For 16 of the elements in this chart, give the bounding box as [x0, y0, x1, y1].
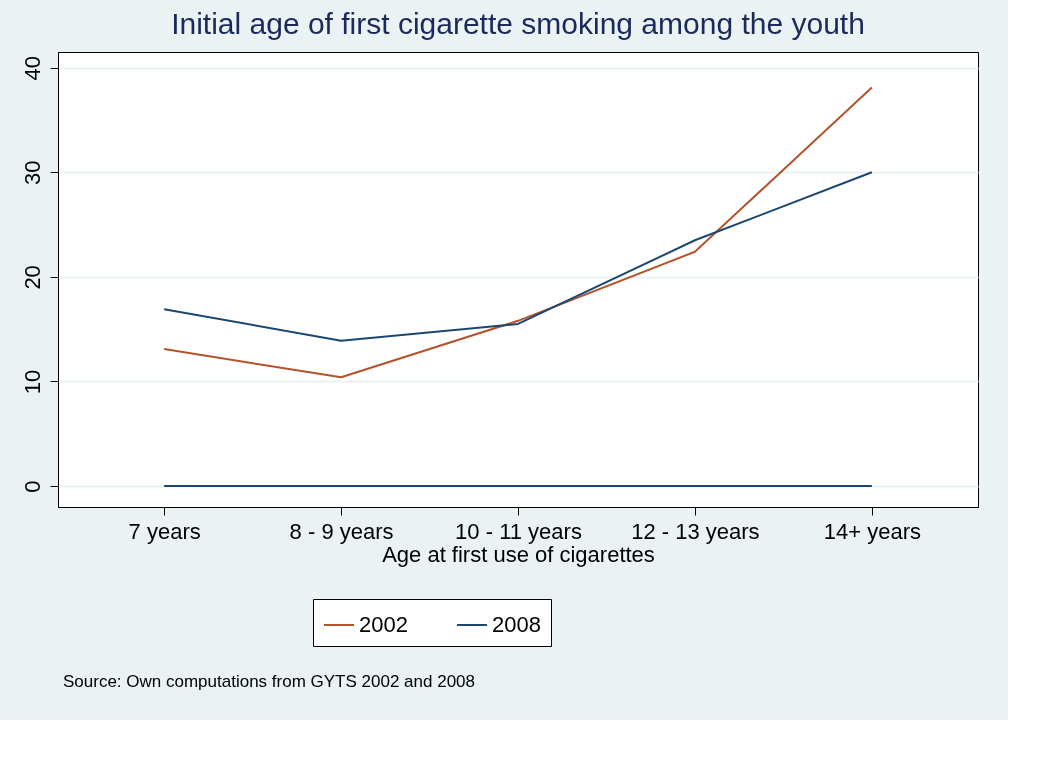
y-tick-label: 0 — [19, 480, 45, 493]
legend-label: 2002 — [359, 612, 408, 637]
line-series — [163, 171, 873, 342]
chart-title: Initial age of first cigarette smoking among the youth — [171, 7, 865, 40]
y-tick-label: 40 — [19, 55, 45, 81]
legend-label: 2008 — [492, 612, 541, 637]
y-tick-label: 10 — [19, 369, 45, 395]
x-tick-label: 8 - 9 years — [289, 518, 394, 544]
source-note: Source: Own computations from GYTS 2002 and 2008 — [63, 672, 476, 691]
x-tick-label: 7 years — [128, 518, 201, 544]
x-tick-label: 14+ years — [823, 518, 921, 544]
line-series — [163, 86, 873, 379]
x-tick-label: 10 - 11 years — [455, 518, 582, 544]
y-tick-label: 20 — [19, 265, 45, 290]
x-tick-label: 12 - 13 years — [631, 518, 760, 544]
y-tick-label: 30 — [19, 160, 45, 186]
